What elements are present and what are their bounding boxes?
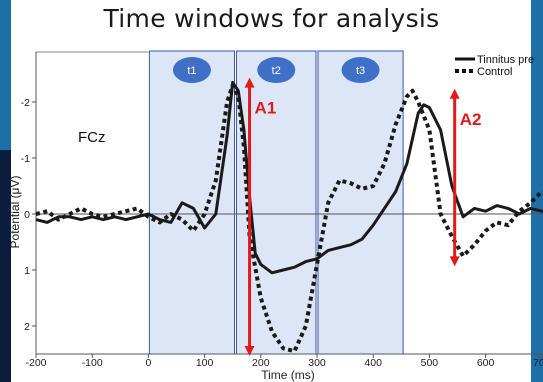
y-tick-label: 1 <box>24 265 30 277</box>
channel-label: FCz <box>78 129 106 146</box>
time-window-label-t2: t2 <box>272 65 281 77</box>
time-window-t1 <box>148 50 236 355</box>
slide-title: Time windows for analysis <box>103 4 440 33</box>
series-line-tinnitus-pre <box>35 80 543 275</box>
slide-right-accent <box>531 0 543 382</box>
y-tick-label: 0 <box>24 209 30 221</box>
time-window-label-t3: t3 <box>356 65 365 77</box>
amplitude-marker-a1: A1 <box>244 77 277 356</box>
x-tick-label: 200 <box>252 357 270 369</box>
y-tick-label: -1 <box>21 153 30 165</box>
arrowhead-up-icon <box>449 88 460 99</box>
time-window-t3 <box>317 50 404 355</box>
arrowhead-down-icon <box>244 346 255 356</box>
time-windows: t1 t2 t3 <box>148 50 404 355</box>
x-axis-label: Time (ms) <box>261 368 315 382</box>
y-axis-label: Potential (μV) <box>8 176 22 249</box>
y-tick-label: -2 <box>21 97 30 109</box>
slide-edge-accent-bottom <box>0 150 11 382</box>
slide-edge-accent-top <box>0 0 11 150</box>
amplitude-label-a1: A1 <box>255 99 277 118</box>
y-ticks: -2 -1 0 1 2 <box>21 97 36 333</box>
series-group <box>35 80 543 354</box>
x-tick-label: 700 <box>533 357 543 369</box>
x-tick-label: 400 <box>364 357 382 369</box>
time-window-marker-t3 <box>341 57 380 83</box>
time-window-marker-t2 <box>257 57 296 83</box>
x-tick-label: 600 <box>477 357 495 369</box>
y-tick-label: 2 <box>24 321 30 333</box>
amplitude-marker-a2: A2 <box>449 88 482 267</box>
arrowhead-down-icon <box>449 256 460 267</box>
amplitude-label-a2: A2 <box>460 110 482 129</box>
time-window-label-t1: t1 <box>187 65 196 77</box>
x-ticks: -200 -100 0 100 200 300 400 500 600 700 <box>25 354 543 369</box>
time-window-marker-t1 <box>172 57 211 83</box>
x-tick-label: 0 <box>145 357 151 369</box>
series-line-control <box>35 83 543 354</box>
x-tick-label: -200 <box>25 357 46 369</box>
amplitude-markers: A1 A2 <box>244 77 482 356</box>
x-tick-label: 500 <box>421 357 439 369</box>
arrowhead-up-icon <box>244 77 255 88</box>
x-tick-label: 300 <box>308 357 326 369</box>
x-tick-label: -100 <box>82 357 103 369</box>
legend-label-control: Control <box>477 66 512 78</box>
legend-label-tinnitus-pre: Tinnitus pre <box>477 54 534 66</box>
x-tick-label: 100 <box>196 357 214 369</box>
